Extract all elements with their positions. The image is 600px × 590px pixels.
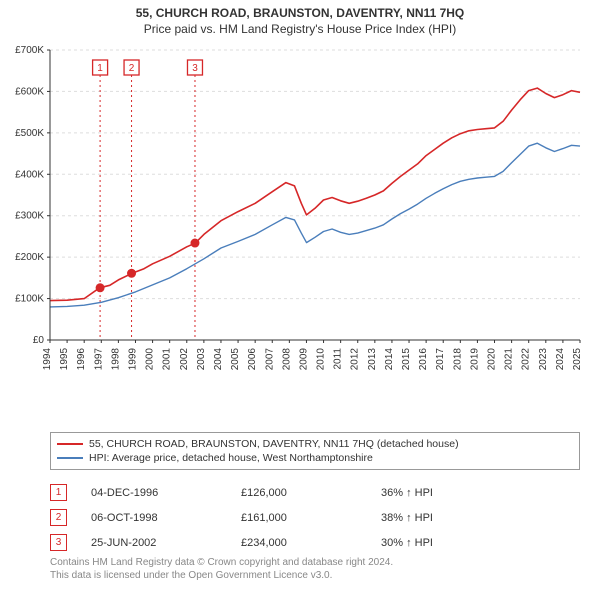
- legend-item: 55, CHURCH ROAD, BRAUNSTON, DAVENTRY, NN…: [57, 437, 573, 451]
- sales-table: 1 04-DEC-1996£126,00036% ↑ HPI 2 06-OCT-199…: [50, 480, 580, 555]
- sale-marker-box: 1: [50, 484, 67, 501]
- svg-text:£300K: £300K: [15, 211, 44, 222]
- svg-text:2022: 2022: [521, 348, 532, 371]
- legend-swatch: [57, 443, 83, 445]
- legend-item: HPI: Average price, detached house, West…: [57, 451, 573, 465]
- svg-text:2001: 2001: [162, 348, 173, 371]
- sale-marker-box: 3: [50, 534, 67, 551]
- svg-text:2013: 2013: [367, 348, 378, 371]
- svg-text:2000: 2000: [145, 348, 156, 371]
- sale-marker-box: 2: [50, 509, 67, 526]
- sale-price: £161,000: [241, 512, 381, 524]
- sale-row: 1 04-DEC-1996£126,00036% ↑ HPI: [50, 480, 580, 505]
- svg-text:1998: 1998: [110, 348, 121, 371]
- svg-text:2003: 2003: [196, 348, 207, 371]
- svg-text:2010: 2010: [316, 348, 327, 371]
- sale-date: 25-JUN-2002: [91, 537, 241, 549]
- svg-text:£100K: £100K: [15, 294, 44, 305]
- sale-row: 3 25-JUN-2002£234,00030% ↑ HPI: [50, 530, 580, 555]
- svg-text:2007: 2007: [264, 348, 275, 371]
- price-chart: 123£0£100K£200K£300K£400K£500K£600K£700K…: [50, 50, 580, 380]
- legend-swatch: [57, 457, 83, 459]
- footer-line-1: Contains HM Land Registry data © Crown c…: [50, 556, 393, 569]
- svg-text:2018: 2018: [452, 348, 463, 371]
- svg-text:2024: 2024: [555, 348, 566, 371]
- footer-attribution: Contains HM Land Registry data © Crown c…: [50, 556, 393, 582]
- sale-row: 2 06-OCT-1998£161,00038% ↑ HPI: [50, 505, 580, 530]
- svg-text:1997: 1997: [93, 348, 104, 371]
- sale-date: 06-OCT-1998: [91, 512, 241, 524]
- sale-hpi: 36% ↑ HPI: [381, 487, 501, 499]
- svg-text:2012: 2012: [350, 348, 361, 371]
- svg-text:£200K: £200K: [15, 252, 44, 263]
- svg-text:2005: 2005: [230, 348, 241, 371]
- chart-container: 55, CHURCH ROAD, BRAUNSTON, DAVENTRY, NN…: [0, 0, 600, 590]
- svg-text:£700K: £700K: [15, 45, 44, 56]
- legend: 55, CHURCH ROAD, BRAUNSTON, DAVENTRY, NN…: [50, 432, 580, 470]
- svg-text:2025: 2025: [572, 348, 583, 371]
- svg-text:2015: 2015: [401, 348, 412, 371]
- svg-text:£0: £0: [33, 335, 45, 346]
- sale-price: £234,000: [241, 537, 381, 549]
- svg-text:2016: 2016: [418, 348, 429, 371]
- legend-label: 55, CHURCH ROAD, BRAUNSTON, DAVENTRY, NN…: [89, 438, 459, 450]
- footer-line-2: This data is licensed under the Open Gov…: [50, 569, 393, 582]
- svg-text:£500K: £500K: [15, 128, 44, 139]
- sale-price: £126,000: [241, 487, 381, 499]
- svg-text:£400K: £400K: [15, 169, 44, 180]
- svg-text:1996: 1996: [76, 348, 87, 371]
- svg-text:2004: 2004: [213, 348, 224, 371]
- svg-text:2021: 2021: [504, 348, 515, 371]
- svg-text:1: 1: [97, 63, 103, 74]
- svg-text:2002: 2002: [179, 348, 190, 371]
- svg-text:1995: 1995: [59, 348, 70, 371]
- sale-hpi: 38% ↑ HPI: [381, 512, 501, 524]
- svg-text:2014: 2014: [384, 348, 395, 371]
- svg-text:1999: 1999: [127, 348, 138, 371]
- svg-text:2017: 2017: [435, 348, 446, 371]
- svg-text:2008: 2008: [281, 348, 292, 371]
- svg-text:2006: 2006: [247, 348, 258, 371]
- svg-text:3: 3: [192, 63, 198, 74]
- sale-date: 04-DEC-1996: [91, 487, 241, 499]
- sale-hpi: 30% ↑ HPI: [381, 537, 501, 549]
- title-subtitle: Price paid vs. HM Land Registry's House …: [0, 20, 600, 36]
- title-address: 55, CHURCH ROAD, BRAUNSTON, DAVENTRY, NN…: [0, 0, 600, 20]
- svg-text:1994: 1994: [42, 348, 53, 371]
- svg-text:2009: 2009: [298, 348, 309, 371]
- svg-text:2011: 2011: [333, 348, 344, 370]
- legend-label: HPI: Average price, detached house, West…: [89, 452, 373, 464]
- svg-text:2023: 2023: [538, 348, 549, 371]
- svg-text:2: 2: [129, 63, 135, 74]
- svg-text:£600K: £600K: [15, 86, 44, 97]
- svg-text:2019: 2019: [469, 348, 480, 371]
- svg-text:2020: 2020: [487, 348, 498, 371]
